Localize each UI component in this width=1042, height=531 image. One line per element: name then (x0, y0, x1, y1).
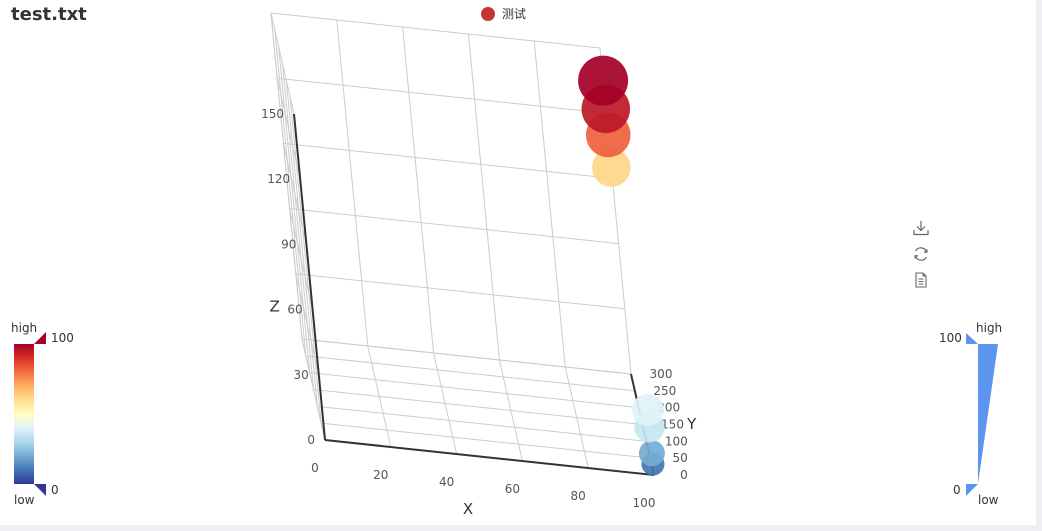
grid-line (317, 405, 647, 442)
y-tick-label: 150 (661, 418, 684, 432)
x-tick-label: 40 (439, 475, 454, 489)
size-min-handle[interactable] (966, 484, 978, 496)
grid-line (289, 208, 619, 245)
x-tick-label: 60 (505, 482, 520, 496)
grid-line (305, 355, 635, 392)
grid-line (301, 338, 326, 441)
grid-line (276, 78, 301, 180)
refresh-icon[interactable] (912, 245, 930, 263)
size-map-max-value: 100 (939, 331, 962, 345)
legend[interactable]: 测试 (481, 5, 526, 22)
z-tick-label: 0 (307, 433, 315, 447)
size-max-handle[interactable] (966, 333, 978, 344)
color-map-low-text: low (14, 493, 35, 507)
grid-line (282, 63, 314, 390)
color-map-min-value: 0 (51, 483, 59, 497)
x-axis-line (324, 439, 655, 476)
visual-map-size[interactable] (966, 333, 998, 496)
chart-title: test.txt (11, 4, 87, 25)
grid-line (336, 19, 369, 347)
download-icon[interactable] (912, 219, 930, 237)
z-axis-line (293, 113, 326, 441)
tick-labels: 0 20 40 60 80 1000306090120150050100150200250… (261, 107, 697, 518)
frame-right-border (1036, 0, 1042, 531)
color-gradient-bar[interactable] (14, 344, 34, 484)
visual-map-color[interactable] (14, 332, 46, 496)
z-tick-label: 30 (294, 368, 309, 382)
grid-line (467, 33, 500, 361)
color-max-handle[interactable] (34, 332, 46, 344)
y-tick-label: 100 (665, 434, 688, 448)
x-axis-name: X (463, 500, 473, 518)
data-view-icon[interactable] (912, 271, 930, 289)
grid-line (270, 12, 303, 340)
grid-line (278, 46, 311, 373)
grid-line (270, 12, 601, 49)
z-tick-label: 60 (287, 303, 302, 317)
y-axis-name: Y (686, 415, 697, 433)
grid-line (533, 40, 566, 368)
size-map-high-text: high (976, 321, 1003, 335)
size-map-low-text: low (978, 493, 999, 507)
grid-line (321, 422, 651, 459)
grid-line (295, 273, 625, 310)
color-map-max-value: 100 (51, 331, 74, 345)
size-map-min-value: 0 (953, 483, 961, 497)
grid-line (283, 142, 613, 179)
grid-line (270, 12, 295, 115)
size-range-bar[interactable] (978, 344, 998, 484)
x-tick-label: 100 (633, 496, 656, 510)
y-tick-label: 250 (653, 384, 676, 398)
grid-line (274, 29, 307, 356)
grid-line (289, 208, 314, 310)
grid-line (402, 26, 435, 354)
data-point[interactable] (578, 55, 629, 106)
grid-line (309, 372, 639, 409)
color-map-high-text: high (11, 321, 38, 335)
legend-marker (481, 6, 495, 21)
y-tick-label: 0 (680, 468, 688, 482)
x-tick-label: 20 (373, 468, 388, 482)
x-tick-label: 80 (571, 489, 586, 503)
grid-line (289, 97, 322, 424)
grid-line (295, 273, 320, 375)
z-tick-label: 90 (281, 237, 296, 251)
data-point[interactable] (638, 440, 665, 467)
data-point[interactable] (592, 148, 631, 187)
z-tick-label: 120 (267, 172, 290, 186)
grid-line (285, 80, 318, 407)
grid-line (282, 143, 307, 245)
x-tick-label: 0 (311, 461, 319, 475)
color-min-handle[interactable] (34, 484, 46, 496)
grid-line (313, 389, 643, 425)
y-tick-label: 50 (673, 451, 688, 465)
data-points[interactable] (578, 55, 665, 476)
y-tick-label: 300 (650, 367, 673, 381)
z-tick-label: 150 (261, 107, 284, 121)
data-point[interactable] (631, 393, 664, 426)
frame-bottom-border (0, 525, 1042, 531)
z-axis-name: Z (269, 298, 279, 316)
grid-line (277, 77, 607, 114)
grid-line (301, 338, 632, 375)
toolbox (912, 219, 930, 289)
legend-label: 测试 (502, 7, 527, 21)
